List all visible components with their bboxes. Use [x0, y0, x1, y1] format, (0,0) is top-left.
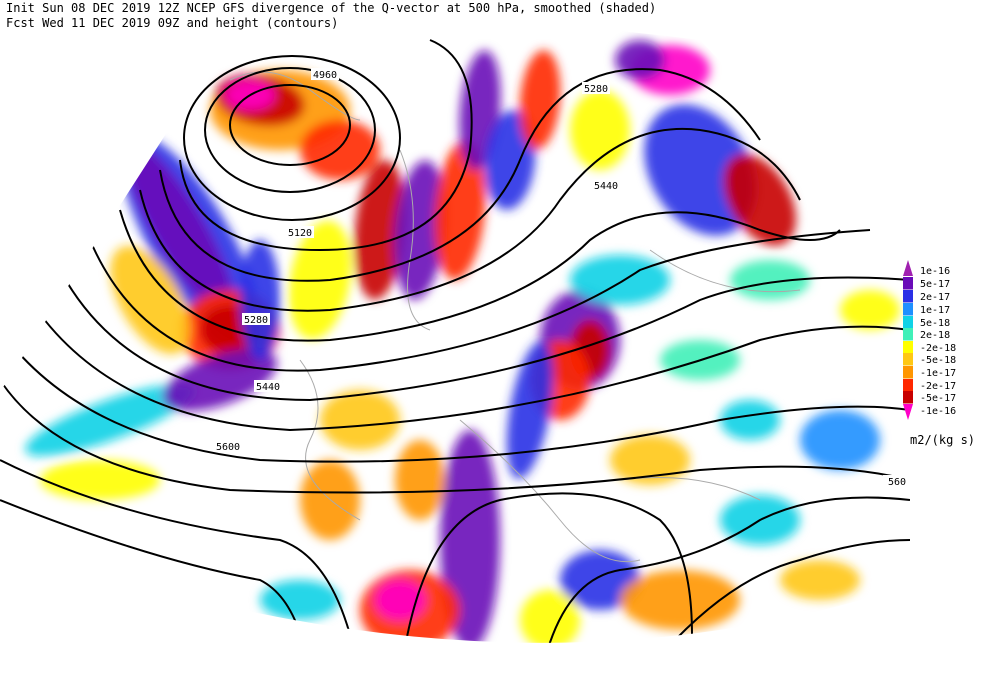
height-contours	[0, 39, 910, 643]
legend-swatch	[903, 260, 913, 276]
contour-label: 4960	[313, 70, 337, 81]
field-blob	[615, 40, 665, 80]
contour-label: 560	[888, 477, 906, 488]
legend-label: 5e-18	[920, 318, 950, 329]
contour-label: 5440	[594, 181, 618, 192]
legend-swatch	[903, 366, 913, 379]
legend-label: -2e-18	[920, 343, 956, 354]
legend-swatch	[903, 290, 913, 303]
field-blob	[610, 435, 690, 485]
legend-swatch	[903, 404, 913, 420]
legend-swatch	[903, 328, 913, 341]
contour-label-bg	[883, 475, 911, 487]
contour-label: 5120	[288, 228, 312, 239]
contour-label: 5440	[256, 382, 280, 393]
field-blob	[110, 245, 190, 355]
field-blob	[570, 90, 630, 170]
field-blob	[320, 390, 400, 450]
field-blob	[240, 240, 280, 360]
legend-swatch	[903, 303, 913, 316]
legend-label: -5e-17	[920, 393, 956, 404]
field-blob	[162, 348, 278, 412]
field-blob	[560, 550, 640, 610]
field-blob	[354, 160, 406, 300]
field-blob	[840, 290, 900, 330]
legend-label: 1e-16	[920, 266, 950, 277]
field-blob	[520, 590, 580, 643]
contour-label: 5600	[216, 442, 240, 453]
field-blob	[570, 255, 670, 305]
field-blob	[434, 140, 486, 280]
field-blob	[780, 560, 860, 600]
field-blob	[394, 160, 446, 300]
legend-label: 1e-17	[920, 305, 950, 316]
legend-swatch	[903, 277, 913, 290]
legend-unit: m2/(kg s)	[910, 433, 975, 447]
legend-swatch	[903, 353, 913, 366]
contour-label-bg	[592, 179, 620, 191]
legend-label: -2e-17	[920, 381, 956, 392]
contour-label-bg	[582, 82, 610, 94]
legend-label: -1e-16	[920, 406, 956, 417]
legend-swatch	[903, 379, 913, 392]
field-blob	[519, 50, 561, 150]
contour-label: 5280	[244, 315, 268, 326]
legend-label: -5e-18	[920, 355, 956, 366]
field-blob	[395, 440, 445, 520]
field-blob	[260, 580, 340, 620]
field-blob	[484, 110, 536, 210]
field-blob	[620, 570, 740, 630]
legend-label: 2e-18	[920, 330, 950, 341]
legend-label: 5e-17	[920, 279, 950, 290]
contour-label-bg	[242, 313, 270, 325]
contour-label-bg	[311, 68, 339, 80]
field-blob	[800, 410, 880, 470]
legend-swatch	[903, 341, 913, 354]
field-blob	[720, 400, 780, 440]
legend-swatch	[903, 316, 913, 329]
legend-swatch	[903, 391, 913, 404]
legend-label: 2e-17	[920, 292, 950, 303]
header-line: Fcst Wed 11 DEC 2019 09Z and height (con…	[6, 16, 338, 30]
contour-label: 5280	[584, 84, 608, 95]
field-blob	[125, 142, 235, 318]
field-blob	[375, 580, 425, 620]
field-blob	[506, 340, 554, 480]
contour-label-bg	[286, 226, 314, 238]
legend-label: -1e-17	[920, 368, 956, 379]
header-line: Init Sun 08 DEC 2019 12Z NCEP GFS diverg…	[6, 1, 656, 15]
contour-label-bg	[214, 440, 242, 452]
field-blob	[40, 460, 160, 500]
contour-label-bg	[254, 380, 282, 392]
field-blob	[300, 120, 380, 180]
